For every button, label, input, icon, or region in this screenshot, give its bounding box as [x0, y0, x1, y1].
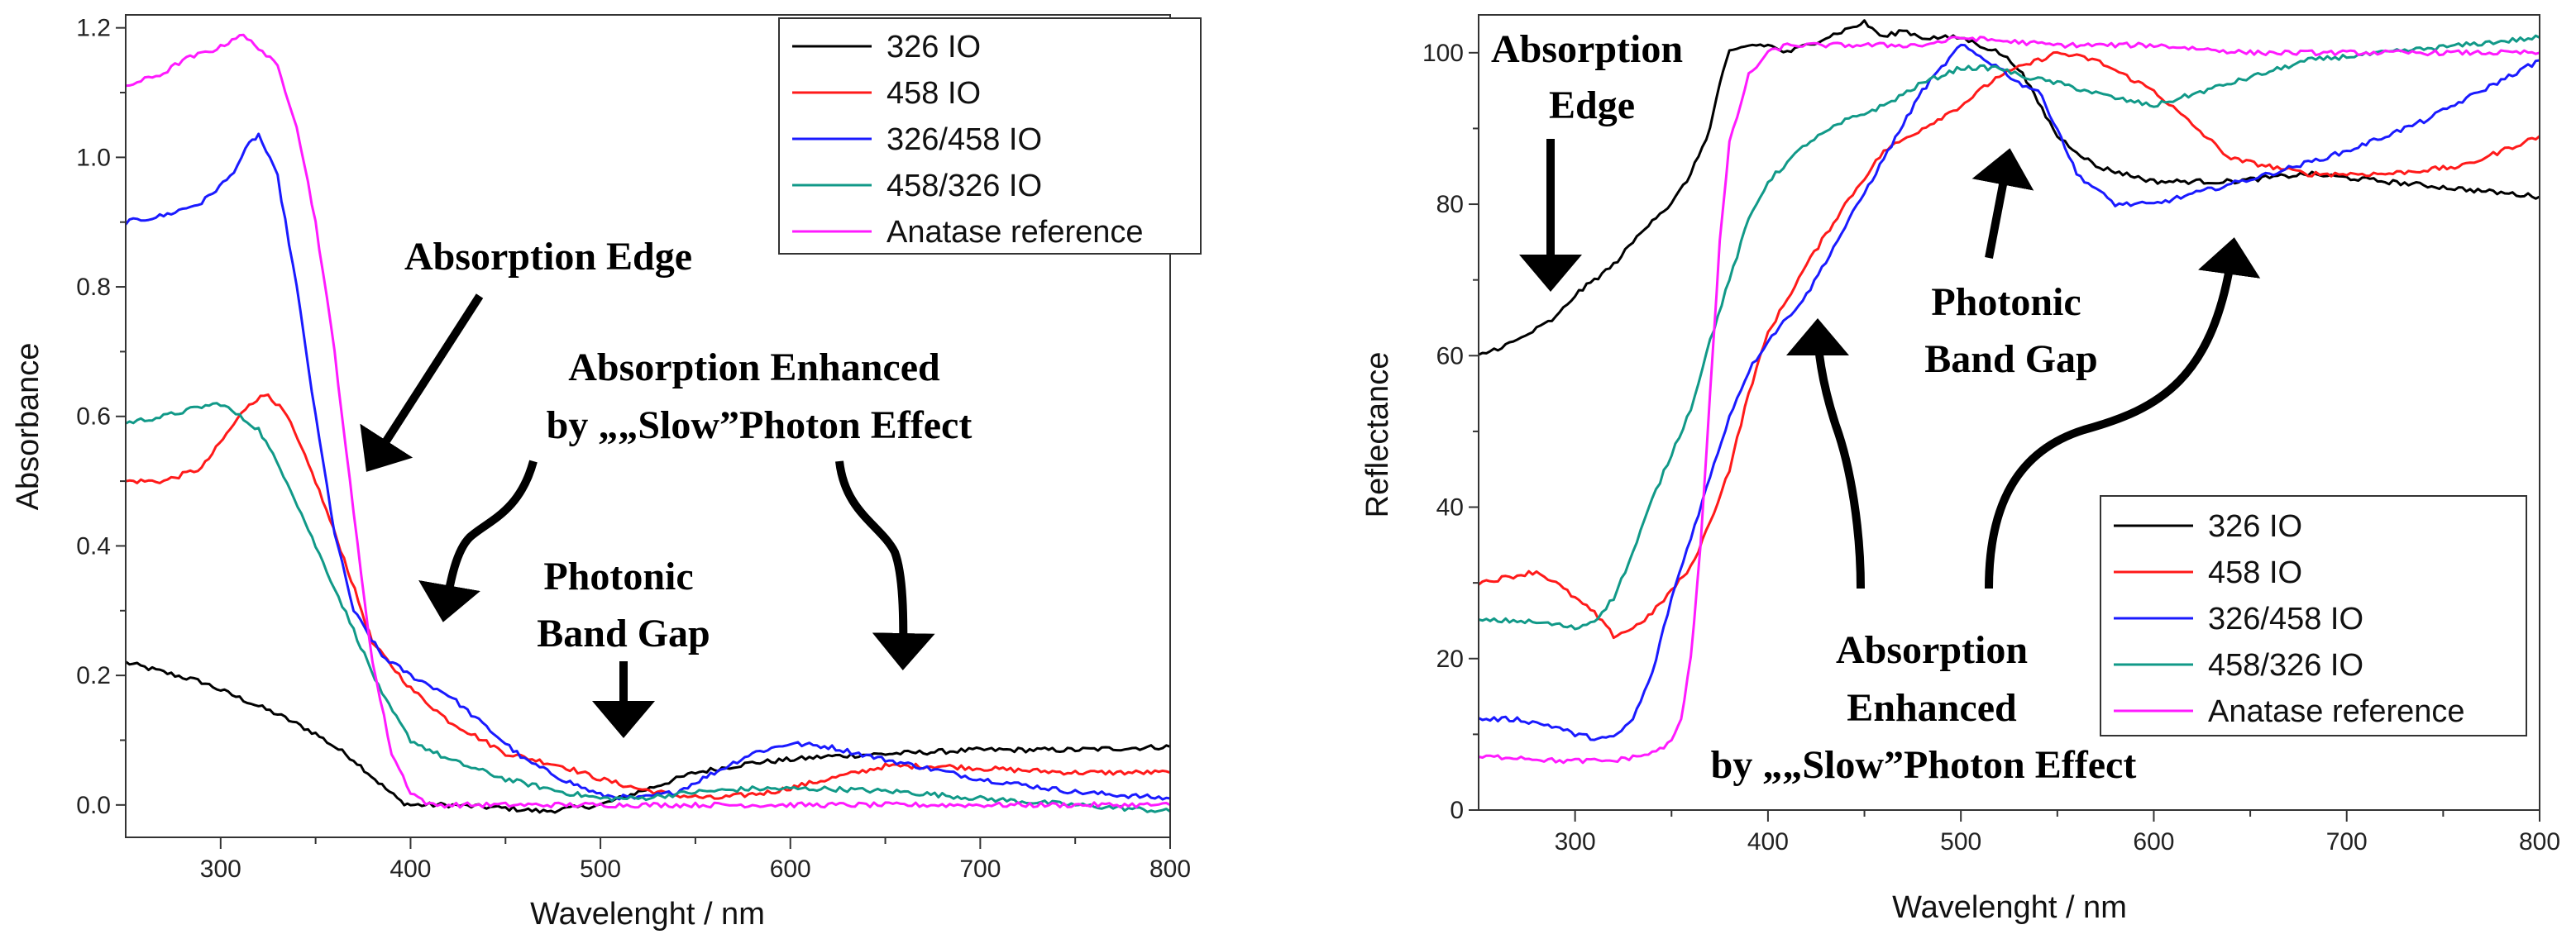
- absorption-edge-arrow: [360, 293, 484, 472]
- absorbance-y-tick-label: 0.4: [76, 532, 111, 560]
- reflectance-legend: 326 IO 458 IO 326/458 IO 458/326 IO Anatase …: [2100, 495, 2527, 736]
- reflectance-x-tick-label: 300: [1555, 828, 1596, 856]
- reflectance-chart: 300 400 500 600 700 800 0 20 40 60 80 100 Waveleng…: [1360, 14, 2560, 925]
- reflectance-plot-lines: [1478, 19, 2540, 765]
- annotation-line: Photonic: [1931, 280, 2081, 324]
- reflectance-legend-label-458-326-io: 458/326 IO: [2208, 648, 2363, 683]
- photonic-band-gap-arrow: [1971, 148, 2034, 259]
- reflectance-y-axis-label: Reflectance: [1360, 352, 1395, 518]
- reflectance-y-tick-label: 0: [1450, 797, 1464, 824]
- reflectance-x-tick-label: 700: [2326, 828, 2368, 856]
- absorbance-x-ticks: 300 400 500 600 700 800: [200, 837, 1191, 883]
- absorbance-chart: 300 400 500 600 700 800 0.0 0.2 0.4 0.6 0.8 1.0 1.2…: [11, 14, 1202, 932]
- absorbance-x-tick-label: 600: [770, 856, 811, 883]
- absorbance-series-458-io: [125, 393, 1171, 800]
- absorbance-y-tick-label: 0.0: [76, 792, 111, 819]
- reflectance-y-tick-label: 60: [1436, 342, 1464, 369]
- absorbance-legend-label-anatase-reference: Anatase reference: [887, 215, 1144, 250]
- annotation-line: Absorption Edge: [404, 235, 692, 279]
- reflectance-x-ticks: 300 400 500 600 700 800: [1555, 810, 2560, 856]
- annotation-line: Band Gap: [1924, 337, 2097, 381]
- absorbance-x-tick-label: 300: [200, 856, 241, 883]
- absorbance-plot-frame: [125, 14, 1171, 838]
- reflectance-y-tick-label: 100: [1422, 40, 1464, 67]
- absorbance-plot-lines: [124, 33, 1171, 814]
- annotation-line: Enhanced: [1847, 686, 2017, 730]
- reflectance-plot-frame: [1478, 14, 2540, 811]
- absorbance-y-tick-label: 0.8: [76, 274, 111, 301]
- slow-photon-arrow-right: [1985, 237, 2261, 589]
- absorbance-legend-box: [778, 17, 1202, 255]
- reflectance-legend-label-326-io: 326 IO: [2208, 509, 2302, 544]
- reflectance-legend-box: [2100, 495, 2527, 736]
- absorbance-legend-label-458-326-io: 458/326 IO: [887, 169, 1042, 203]
- annotation-line: by „„Slow”Photon Effect: [1711, 743, 2137, 787]
- slow-photon-annotation: Absorption Enhanced by „„Slow”Photon Eff…: [1711, 628, 2137, 787]
- absorbance-series-326-458-io: [124, 132, 1171, 801]
- reflectance-x-tick-label: 400: [1747, 828, 1789, 856]
- annotation-line: Absorption Enhanced: [568, 346, 940, 389]
- reflectance-series-anatase-reference: [1478, 36, 2540, 765]
- reflectance-legend-entries: 326 IO 458 IO 326/458 IO 458/326 IO Anatase …: [2114, 509, 2465, 729]
- annotation-line: Edge: [1549, 83, 1635, 127]
- absorption-edge-annotation: Absorption Edge: [404, 235, 692, 279]
- absorbance-legend-label-326-458-io: 326/458 IO: [887, 122, 1042, 157]
- slow-photon-arrow-right: [835, 460, 935, 670]
- absorbance-legend-label-326-io: 326 IO: [887, 30, 981, 64]
- reflectance-y-ticks: 0 20 40 60 80 100: [1422, 40, 1479, 824]
- reflectance-legend-label-458-io: 458 IO: [2208, 555, 2302, 590]
- absorption-edge-annotation: Absorption Edge: [1491, 27, 1693, 127]
- annotation-line: Absorption: [1836, 628, 2028, 672]
- annotation-line: Photonic: [543, 555, 693, 598]
- absorbance-legend-entries: 326 IO 458 IO 326/458 IO 458/326 IO Anatase …: [792, 30, 1144, 250]
- photonic-band-gap-annotation: Photonic Band Gap: [537, 555, 710, 655]
- absorbance-x-tick-label: 700: [959, 856, 1001, 883]
- absorbance-legend: 326 IO 458 IO 326/458 IO 458/326 IO Anatase …: [778, 17, 1202, 255]
- absorbance-y-ticks: 0.0 0.2 0.4 0.6 0.8 1.0 1.2: [76, 15, 126, 819]
- absorbance-series-anatase-reference: [125, 33, 1171, 809]
- reflectance-x-tick-label: 500: [1940, 828, 1981, 856]
- absorbance-y-axis-label: Absorbance: [11, 343, 45, 511]
- reflectance-legend-label-anatase-reference: Anatase reference: [2208, 694, 2465, 729]
- slow-photon-arrow-left: [1786, 318, 1865, 589]
- absorbance-x-axis-label: Wavelenght / nm: [530, 897, 765, 932]
- reflectance-x-axis-label: Wavelenght / nm: [1892, 890, 2127, 925]
- annotation-line: Absorption: [1491, 27, 1683, 71]
- absorbance-y-tick-label: 0.6: [76, 403, 111, 431]
- annotation-line: Band Gap: [537, 612, 710, 655]
- reflectance-legend-label-326-458-io: 326/458 IO: [2208, 602, 2363, 636]
- reflectance-series-326-458-io: [1478, 43, 2540, 741]
- absorbance-y-tick-label: 1.0: [76, 144, 111, 171]
- absorbance-y-tick-label: 0.2: [76, 662, 111, 689]
- reflectance-y-tick-label: 80: [1436, 191, 1464, 218]
- reflectance-y-tick-label: 40: [1436, 494, 1464, 522]
- absorbance-x-tick-label: 500: [580, 856, 621, 883]
- slow-photon-annotation: Absorption Enhanced by „„Slow”Photon Eff…: [547, 346, 973, 447]
- absorbance-x-tick-label: 800: [1149, 856, 1191, 883]
- absorbance-x-tick-label: 400: [390, 856, 431, 883]
- absorbance-series-458-326-io: [125, 402, 1171, 813]
- reflectance-x-tick-label: 800: [2519, 828, 2560, 856]
- reflectance-x-tick-label: 600: [2133, 828, 2174, 856]
- annotation-line: by „„Slow”Photon Effect: [547, 403, 973, 447]
- reflectance-y-tick-label: 20: [1436, 646, 1464, 673]
- photonic-band-gap-annotation: Photonic Band Gap: [1924, 280, 2097, 381]
- reflectance-series-326-io: [1478, 19, 2540, 356]
- slow-photon-arrow-left: [418, 460, 538, 622]
- absorbance-legend-label-458-io: 458 IO: [887, 76, 981, 111]
- absorbance-y-tick-label: 1.2: [76, 15, 111, 42]
